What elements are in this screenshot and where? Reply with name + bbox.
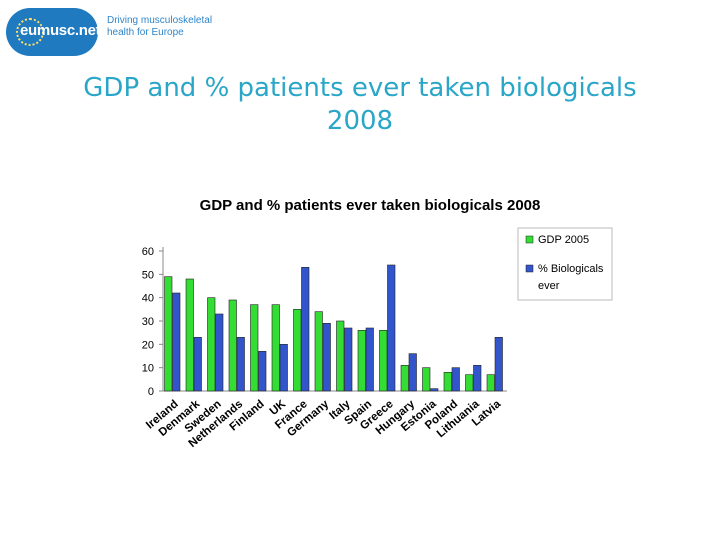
logo[interactable]: eumusc.net <box>6 8 101 56</box>
bar-gdp <box>271 304 280 392</box>
bar-gdp <box>379 330 388 392</box>
bar-chart: GDP and % patients ever taken biological… <box>142 197 613 450</box>
legend-label-gdp: GDP 2005 <box>538 234 589 246</box>
stars-ring-icon <box>16 18 44 46</box>
bar-biologicals <box>215 313 224 392</box>
bar-biologicals <box>451 367 460 392</box>
bar-biologicals <box>258 351 267 392</box>
bar-gdp <box>486 374 495 392</box>
bar-biologicals <box>494 337 503 392</box>
bar-gdp <box>314 311 323 392</box>
chart-title: GDP and % patients ever taken biological… <box>200 197 541 214</box>
tagline: Driving musculoskeletal health for Europ… <box>107 15 217 39</box>
bar-biologicals <box>408 353 417 392</box>
bar-gdp <box>250 304 259 392</box>
bar-biologicals <box>279 344 288 392</box>
legend-label-biologicals: % Biologicals <box>538 263 604 275</box>
tagline-line-2: health for Europe <box>107 27 184 38</box>
legend-label-biologicals-cont: ever <box>538 280 560 292</box>
bar-biologicals <box>430 388 439 392</box>
bar-biologicals <box>322 323 331 392</box>
bar-gdp <box>336 320 345 392</box>
bar-biologicals <box>193 337 202 392</box>
y-tick-label: 50 <box>142 269 154 281</box>
legend-swatch-biologicals <box>525 264 534 273</box>
bar-biologicals <box>236 337 245 392</box>
legend-box <box>517 227 613 301</box>
y-tick-label: 20 <box>142 339 154 351</box>
bar-gdp <box>357 330 366 392</box>
y-tick-label: 0 <box>148 386 154 398</box>
bar-gdp <box>422 367 431 392</box>
page-title-line-1: GDP and % patients ever taken biological… <box>83 73 637 103</box>
bar-biologicals <box>301 267 310 392</box>
y-tick-label: 10 <box>142 363 154 375</box>
bar-biologicals <box>344 327 353 392</box>
y-tick-label: 40 <box>142 293 154 305</box>
bar-gdp <box>228 299 237 392</box>
bar-gdp <box>185 278 194 392</box>
page-title: GDP and % patients ever taken biological… <box>0 72 720 138</box>
y-tick-label: 60 <box>142 246 154 258</box>
bar-gdp <box>207 297 216 392</box>
page-title-line-2: 2008 <box>326 106 394 136</box>
y-tick-label: 30 <box>142 316 154 328</box>
bar-biologicals <box>473 365 482 392</box>
bar-gdp <box>465 374 474 392</box>
bar-gdp <box>443 372 452 392</box>
bar-biologicals <box>387 264 396 392</box>
tagline-line-1: Driving musculoskeletal <box>107 15 213 26</box>
legend-swatch-gdp <box>525 235 534 244</box>
logo-text: eumusc.net <box>20 22 101 39</box>
bar-biologicals <box>365 327 374 392</box>
bar-gdp <box>164 276 173 392</box>
bar-biologicals <box>172 292 181 392</box>
bar-gdp <box>293 309 302 392</box>
bar-gdp <box>400 365 409 392</box>
